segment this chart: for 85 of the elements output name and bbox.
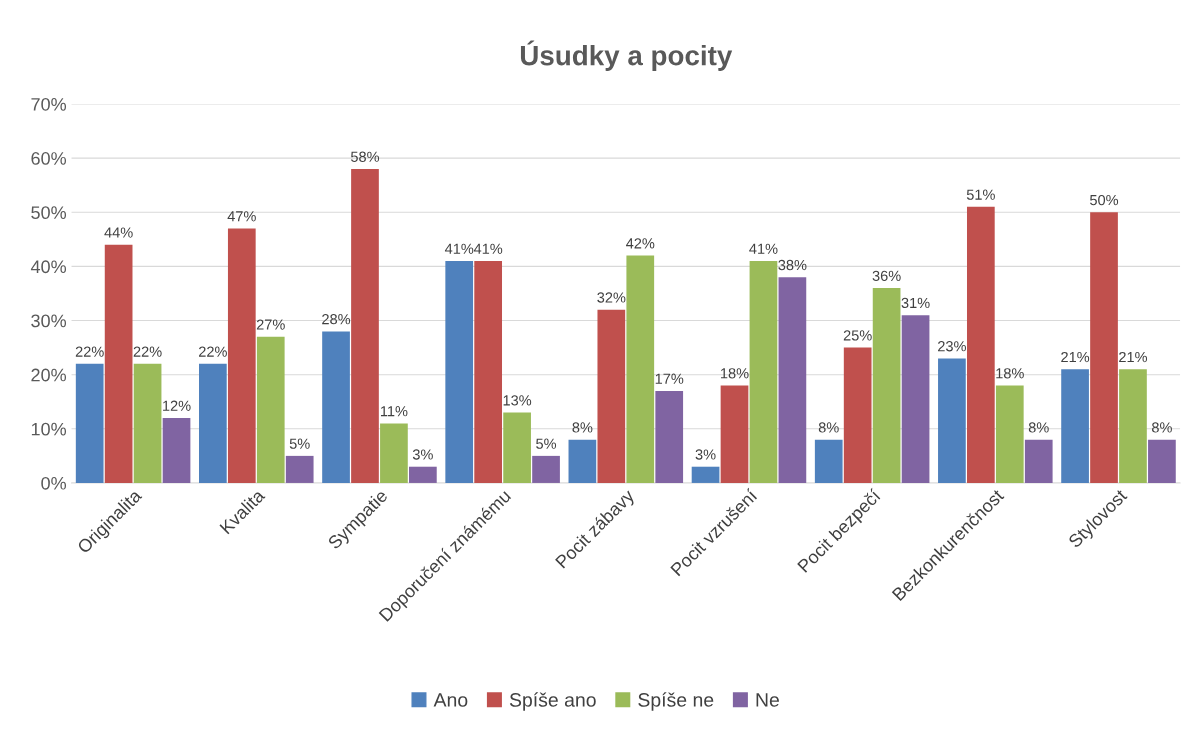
data-label: 8%	[572, 422, 593, 433]
data-label: 22%	[133, 346, 162, 357]
data-label: 8%	[1152, 422, 1172, 433]
bar	[162, 417, 191, 483]
data-label: 41%	[473, 243, 503, 254]
data-label: 38%	[778, 259, 807, 271]
bar	[351, 168, 379, 483]
bar	[380, 423, 408, 483]
y-tick-label: 70%	[31, 97, 67, 111]
y-tick-label: 40%	[30, 260, 67, 274]
bar	[227, 228, 256, 483]
bar	[778, 277, 807, 483]
y-tick-label: 0%	[41, 476, 67, 490]
bar	[199, 363, 227, 483]
data-label: 25%	[843, 330, 872, 341]
data-label: 42%	[626, 238, 655, 249]
bar	[720, 385, 749, 483]
bar	[1148, 439, 1176, 483]
data-label: 12%	[163, 400, 191, 411]
bar	[597, 309, 626, 483]
data-label: 22%	[75, 346, 104, 357]
bar	[285, 455, 314, 483]
bar	[1061, 369, 1089, 483]
legend-label: Ano	[433, 693, 468, 707]
data-label: 8%	[1028, 422, 1049, 433]
bar	[901, 315, 930, 483]
bar	[256, 336, 285, 483]
data-label: 32%	[597, 292, 626, 303]
bar	[75, 363, 104, 483]
data-label: 3%	[695, 449, 716, 460]
y-tick-label: 60%	[31, 152, 67, 165]
bar	[995, 385, 1024, 483]
data-label: 27%	[256, 319, 285, 330]
legend-label: Spíše ano	[509, 692, 596, 711]
data-label: 13%	[503, 395, 532, 406]
chart-title: Úsudky a pocity	[520, 40, 733, 71]
data-label: 3%	[412, 449, 433, 460]
data-label: 47%	[227, 211, 256, 222]
data-label: 44%	[104, 227, 133, 238]
bar	[655, 390, 684, 483]
legend-label: Ne	[756, 693, 779, 707]
bar	[1119, 369, 1147, 483]
data-label: 28%	[322, 314, 351, 325]
bar	[445, 261, 474, 483]
bar	[691, 466, 720, 483]
data-label: 17%	[655, 373, 684, 384]
data-label: 18%	[721, 368, 749, 379]
bar	[938, 358, 966, 483]
data-label: 18%	[996, 368, 1024, 379]
legend-label: Spíše ne	[638, 692, 714, 711]
data-label: 41%	[749, 243, 778, 254]
bar	[843, 347, 872, 483]
bar	[872, 288, 901, 483]
bar	[568, 439, 597, 483]
y-tick-label: 30%	[31, 314, 67, 328]
bar	[503, 412, 531, 483]
bar	[474, 261, 503, 483]
y-tick-label: 10%	[31, 422, 67, 436]
bar	[626, 255, 655, 483]
bar	[409, 466, 437, 483]
bar	[749, 261, 778, 483]
bar	[104, 244, 133, 483]
bar	[532, 455, 560, 483]
data-label: 23%	[938, 341, 966, 352]
bar	[133, 363, 162, 483]
bar	[966, 206, 995, 483]
data-label: 36%	[872, 270, 901, 282]
bar	[1024, 439, 1053, 483]
data-label: 8%	[818, 422, 839, 433]
data-label: 21%	[1119, 351, 1148, 363]
bar	[1090, 212, 1118, 483]
data-label: 31%	[901, 297, 930, 309]
data-label: 51%	[966, 189, 995, 200]
data-label: 5%	[536, 438, 557, 449]
data-label: 22%	[199, 346, 227, 357]
y-tick-label: 50%	[31, 206, 67, 220]
bar	[322, 331, 350, 483]
data-label: 21%	[1061, 351, 1090, 363]
data-label: 58%	[350, 151, 380, 162]
data-label: 41%	[444, 243, 474, 254]
data-label: 50%	[1090, 194, 1119, 206]
bar	[814, 439, 843, 483]
data-label: 11%	[380, 406, 408, 417]
y-tick-label: 20%	[31, 368, 67, 382]
data-label: 5%	[289, 438, 310, 449]
